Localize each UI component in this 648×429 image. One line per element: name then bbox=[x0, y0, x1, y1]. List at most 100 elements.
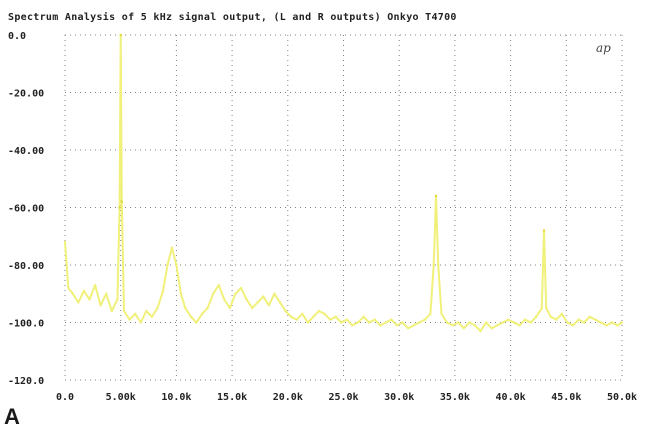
data-point bbox=[93, 283, 97, 287]
data-point bbox=[440, 312, 443, 316]
y-tick-label: -80.00 bbox=[8, 261, 44, 272]
data-point bbox=[278, 301, 282, 304]
data-point bbox=[367, 321, 371, 324]
data-point bbox=[267, 304, 271, 307]
data-point bbox=[206, 306, 209, 310]
data-point bbox=[273, 292, 276, 295]
data-point bbox=[156, 306, 159, 310]
data-point bbox=[484, 321, 488, 324]
data-point bbox=[373, 318, 376, 321]
data-point bbox=[77, 301, 80, 304]
data-point bbox=[312, 315, 315, 318]
data-point bbox=[401, 321, 404, 324]
data-point bbox=[345, 318, 349, 321]
data-point bbox=[262, 295, 265, 298]
chart-title: Spectrum Analysis of 5 kHz signal output… bbox=[8, 11, 457, 23]
data-point bbox=[545, 306, 548, 310]
data-point bbox=[351, 324, 354, 327]
data-point bbox=[473, 324, 477, 327]
data-point bbox=[301, 312, 304, 316]
data-point bbox=[122, 309, 126, 313]
data-point bbox=[523, 318, 527, 321]
data-point bbox=[423, 318, 427, 321]
data-point bbox=[496, 324, 499, 327]
data-point bbox=[599, 321, 603, 324]
data-point bbox=[139, 321, 142, 324]
y-tick-label: -100.0 bbox=[8, 319, 44, 330]
data-point bbox=[549, 315, 552, 318]
data-point bbox=[119, 33, 122, 37]
data-point bbox=[256, 301, 259, 304]
data-point bbox=[245, 298, 248, 301]
data-point bbox=[468, 321, 471, 324]
data-point bbox=[161, 289, 165, 293]
y-axis-ticks: 0.0 -20.00 -40.00 -60.00 -80.00 -100.0 -120.0 bbox=[8, 31, 44, 387]
data-point bbox=[555, 318, 558, 321]
data-point bbox=[529, 321, 532, 324]
data-point bbox=[588, 315, 591, 318]
data-point bbox=[234, 292, 237, 295]
x-tick-label: 20.0k bbox=[273, 392, 303, 403]
data-point bbox=[250, 306, 254, 310]
x-axis-ticks: 0.0 5.00k 10.0k 15.0k 20.0k 25.0k 30.0k 35.0k 40… bbox=[56, 392, 637, 403]
data-point bbox=[284, 309, 287, 313]
data-point bbox=[128, 318, 131, 321]
y-tick-label: -120.0 bbox=[8, 376, 44, 387]
data-point bbox=[166, 263, 169, 267]
grid bbox=[64, 34, 623, 381]
data-point bbox=[406, 327, 410, 330]
data-point bbox=[306, 321, 310, 324]
y-tick-label: 0.0 bbox=[8, 31, 26, 42]
data-point bbox=[512, 321, 516, 324]
x-tick-label: 0.0 bbox=[56, 392, 74, 403]
data-point bbox=[462, 327, 466, 330]
data-point bbox=[620, 321, 624, 324]
data-point bbox=[118, 206, 121, 209]
data-point bbox=[429, 312, 432, 316]
y-tick-label: -20.00 bbox=[8, 89, 44, 100]
x-tick-label: 30.0k bbox=[384, 392, 414, 403]
data-point bbox=[490, 327, 493, 330]
series-line-0 bbox=[64, 34, 623, 333]
data-point bbox=[418, 321, 421, 324]
data-point bbox=[390, 318, 393, 321]
data-point bbox=[432, 263, 435, 267]
data-point bbox=[175, 263, 178, 267]
data-point bbox=[451, 324, 454, 327]
data-point bbox=[71, 292, 74, 295]
data-point bbox=[317, 309, 321, 313]
y-tick-label: -40.00 bbox=[8, 146, 44, 157]
data-point bbox=[616, 324, 619, 327]
panel-label: A bbox=[4, 404, 20, 429]
data-point bbox=[323, 312, 326, 316]
data-point bbox=[184, 306, 187, 310]
data-point bbox=[412, 324, 415, 327]
data-point bbox=[99, 304, 102, 307]
x-tick-label: 45.0k bbox=[551, 392, 581, 403]
data-point bbox=[328, 318, 332, 321]
data-point bbox=[295, 318, 298, 321]
data-point bbox=[395, 324, 399, 327]
data-point bbox=[560, 312, 564, 316]
data-point bbox=[340, 321, 343, 324]
data-point bbox=[445, 321, 449, 324]
x-tick-label: 50.0k bbox=[607, 392, 637, 403]
data-point bbox=[362, 315, 365, 318]
x-tick-label: 40.0k bbox=[496, 392, 526, 403]
data-point bbox=[542, 229, 546, 232]
data-point bbox=[145, 309, 148, 313]
data-point bbox=[195, 321, 198, 324]
data-point bbox=[116, 298, 119, 301]
data-point bbox=[379, 324, 382, 327]
data-point bbox=[133, 312, 137, 316]
data-point bbox=[120, 200, 124, 203]
data-point bbox=[211, 292, 215, 295]
data-point bbox=[540, 306, 543, 310]
data-point bbox=[535, 315, 538, 318]
data-point bbox=[384, 321, 388, 324]
data-point bbox=[150, 315, 154, 318]
data-point bbox=[189, 315, 193, 318]
data-point bbox=[507, 318, 510, 321]
data-point bbox=[82, 289, 86, 293]
